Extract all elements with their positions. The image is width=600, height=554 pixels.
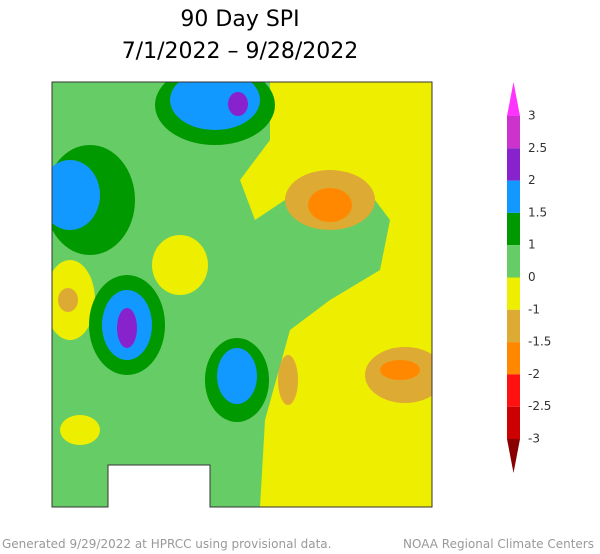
colorbar-label: -1 [528, 302, 540, 316]
map-subtitle: 7/1/2022 – 9/28/2022 [122, 39, 359, 64]
colorbar: 3 2.5 2 1.5 1 0 -1 -1.5 -2 -2.5 -3 [507, 82, 551, 473]
colorbar-label: 2 [528, 173, 536, 187]
colorbar-segment [507, 342, 520, 375]
colorbar-label: 3 [528, 109, 536, 123]
colorbar-arrow [507, 439, 520, 473]
colorbar-segment [507, 309, 520, 343]
colorbar-segment [507, 406, 520, 439]
colorbar-label: 1.5 [528, 205, 547, 219]
colorbar-segment [507, 212, 520, 246]
colorbar-label: -2.5 [528, 399, 551, 413]
colorbar-segment [507, 148, 520, 181]
footer-right: NOAA Regional Climate Centers [403, 537, 594, 551]
colorbar-arrow [507, 82, 520, 116]
map-title: 90 Day SPI [180, 7, 299, 32]
colorbar-label: -2 [528, 367, 540, 381]
colorbar-label: -1.5 [528, 335, 551, 349]
colorbar-segment [507, 374, 520, 407]
colorbar-label: -3 [528, 432, 540, 446]
colorbar-label: 0 [528, 270, 536, 284]
spi-map [52, 82, 432, 507]
colorbar-segment [507, 245, 520, 278]
colorbar-segment [507, 180, 520, 213]
colorbar-label: 1 [528, 238, 536, 252]
footer-left: Generated 9/29/2022 at HPRCC using provi… [2, 537, 331, 551]
colorbar-label: 2.5 [528, 141, 547, 155]
colorbar-segment [507, 277, 520, 310]
colorbar-segment [507, 116, 520, 149]
